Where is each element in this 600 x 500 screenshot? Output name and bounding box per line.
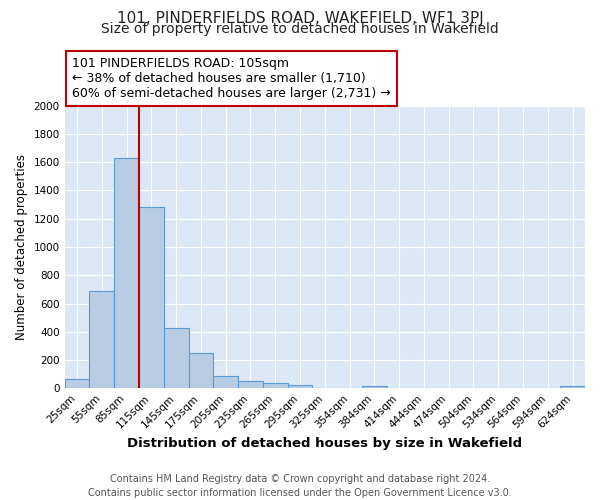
Bar [287, 385, 313, 388]
Bar [164, 328, 188, 388]
Y-axis label: Number of detached properties: Number of detached properties [15, 154, 28, 340]
Bar [214, 376, 238, 388]
Bar [65, 379, 89, 388]
Text: Contains HM Land Registry data © Crown copyright and database right 2024.
Contai: Contains HM Land Registry data © Crown c… [88, 474, 512, 498]
Text: Size of property relative to detached houses in Wakefield: Size of property relative to detached ho… [101, 22, 499, 36]
Text: 101 PINDERFIELDS ROAD: 105sqm
← 38% of detached houses are smaller (1,710)
60% o: 101 PINDERFIELDS ROAD: 105sqm ← 38% of d… [73, 57, 391, 100]
Bar [114, 158, 139, 388]
X-axis label: Distribution of detached houses by size in Wakefield: Distribution of detached houses by size … [127, 437, 523, 450]
Bar [188, 353, 214, 388]
Text: 101, PINDERFIELDS ROAD, WAKEFIELD, WF1 3PJ: 101, PINDERFIELDS ROAD, WAKEFIELD, WF1 3… [116, 11, 484, 26]
Bar [139, 208, 164, 388]
Bar [362, 386, 387, 388]
Bar [238, 380, 263, 388]
Bar [263, 384, 287, 388]
Bar [560, 386, 585, 388]
Bar [89, 291, 114, 388]
